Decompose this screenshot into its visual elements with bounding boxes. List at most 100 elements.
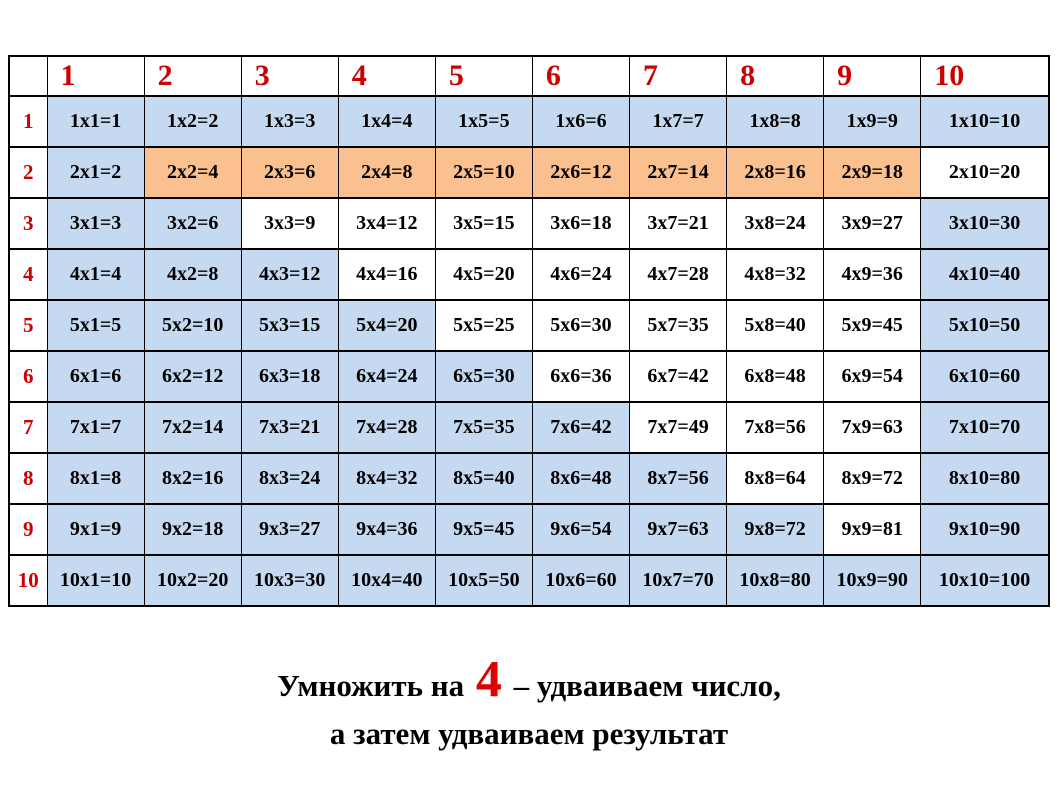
row-header-5: 5 — [8, 299, 48, 352]
cell-1x2: 1x2=2 — [143, 95, 242, 148]
cell-7x6: 7x6=42 — [531, 401, 631, 454]
cell-5x4: 5x4=20 — [337, 299, 436, 352]
cell-10x1: 10x1=10 — [46, 554, 145, 607]
table-row-1: 1 1x1=1 1x2=2 1x3=3 1x4=4 1x5=5 1x6=6 1x7=7 1x8=… — [8, 95, 1050, 148]
table-row-2: 2 2x1=2 2x2=4 2x3=6 2x4=8 2x5=10 2x6=12 2x7=14 2… — [8, 146, 1050, 199]
cell-7x8: 7x8=56 — [726, 401, 825, 454]
table-row-3: 3 3x1=3 3x2=6 3x3=9 3x4=12 3x5=15 3x6=18 3x7=21… — [8, 197, 1050, 250]
cell-1x3: 1x3=3 — [240, 95, 339, 148]
cell-9x4: 9x4=36 — [337, 503, 436, 556]
row-header-2: 2 — [8, 146, 48, 199]
caption-line-1: Умножить на 4 – удваиваем число, — [0, 653, 1058, 713]
cell-9x8: 9x8=72 — [726, 503, 825, 556]
cell-2x10: 2x10=20 — [920, 146, 1050, 199]
cell-4x1: 4x1=4 — [46, 248, 145, 301]
column-header-3: 3 — [240, 55, 339, 97]
cell-3x6: 3x6=18 — [531, 197, 631, 250]
cell-4x4: 4x4=16 — [337, 248, 436, 301]
cell-5x6: 5x6=30 — [531, 299, 631, 352]
cell-4x2: 4x2=8 — [143, 248, 242, 301]
cell-5x9: 5x9=45 — [823, 299, 922, 352]
cell-3x2: 3x2=6 — [143, 197, 242, 250]
table-header-row: 1 2 3 4 5 6 7 8 9 10 — [8, 55, 1050, 97]
cell-1x6: 1x6=6 — [531, 95, 631, 148]
cell-2x1: 2x1=2 — [46, 146, 145, 199]
cell-6x7: 6x7=42 — [628, 350, 728, 403]
cell-10x3: 10x3=30 — [240, 554, 339, 607]
row-header-9: 9 — [8, 503, 48, 556]
column-header-4: 4 — [337, 55, 436, 97]
cell-1x4: 1x4=4 — [337, 95, 436, 148]
cell-2x2: 2x2=4 — [143, 146, 242, 199]
cell-8x10: 8x10=80 — [920, 452, 1050, 505]
cell-1x10: 1x10=10 — [920, 95, 1050, 148]
cell-6x3: 6x3=18 — [240, 350, 339, 403]
cell-4x9: 4x9=36 — [823, 248, 922, 301]
table-row-7: 7 7x1=7 7x2=14 7x3=21 7x4=28 7x5=35 7x6=42 7x7=… — [8, 401, 1050, 454]
multiplication-table-wrap: 1 2 3 4 5 6 7 8 9 10 1 1x1=1 1x2=2 1x3=3 1x4=4 1x5=5 1x… — [8, 55, 1050, 607]
cell-3x3: 3x3=9 — [240, 197, 339, 250]
cell-8x8: 8x8=64 — [726, 452, 825, 505]
row-header-6: 6 — [8, 350, 48, 403]
cell-8x4: 8x4=32 — [337, 452, 436, 505]
row-header-8: 8 — [8, 452, 48, 505]
row-header-3: 3 — [8, 197, 48, 250]
cell-2x4: 2x4=8 — [337, 146, 436, 199]
row-header-7: 7 — [8, 401, 48, 454]
table-row-8: 8 8x1=8 8x2=16 8x3=24 8x4=32 8x5=40 8x6=48 8x7=… — [8, 452, 1050, 505]
caption-suffix: – удваиваем число, — [505, 668, 781, 703]
column-header-10: 10 — [920, 55, 1050, 97]
cell-10x5: 10x5=50 — [434, 554, 533, 607]
cell-3x5: 3x5=15 — [434, 197, 533, 250]
cell-6x1: 6x1=6 — [46, 350, 145, 403]
cell-3x8: 3x8=24 — [726, 197, 825, 250]
cell-4x3: 4x3=12 — [240, 248, 339, 301]
cell-10x7: 10x7=70 — [628, 554, 728, 607]
cell-6x6: 6x6=36 — [531, 350, 631, 403]
cell-3x1: 3x1=3 — [46, 197, 145, 250]
cell-2x5: 2x5=10 — [434, 146, 533, 199]
cell-4x8: 4x8=32 — [726, 248, 825, 301]
cell-2x6: 2x6=12 — [531, 146, 631, 199]
cell-7x10: 7x10=70 — [920, 401, 1050, 454]
table-body: 1 1x1=1 1x2=2 1x3=3 1x4=4 1x5=5 1x6=6 1x7=7 1x8=… — [8, 95, 1050, 607]
cell-7x5: 7x5=35 — [434, 401, 533, 454]
corner-cell — [8, 55, 48, 97]
cell-10x4: 10x4=40 — [337, 554, 436, 607]
cell-6x2: 6x2=12 — [143, 350, 242, 403]
multiplication-table: 1 2 3 4 5 6 7 8 9 10 1 1x1=1 1x2=2 1x3=3 1x4=4 1x5=5 1x… — [8, 55, 1050, 607]
cell-3x9: 3x9=27 — [823, 197, 922, 250]
column-header-2: 2 — [143, 55, 242, 97]
cell-7x1: 7x1=7 — [46, 401, 145, 454]
cell-1x5: 1x5=5 — [434, 95, 533, 148]
cell-5x8: 5x8=40 — [726, 299, 825, 352]
cell-1x1: 1x1=1 — [46, 95, 145, 148]
cell-2x9: 2x9=18 — [823, 146, 922, 199]
column-header-8: 8 — [726, 55, 825, 97]
cell-10x6: 10x6=60 — [531, 554, 631, 607]
table-row-9: 9 9x1=9 9x2=18 9x3=27 9x4=36 9x5=45 9x6=54 9x7=… — [8, 503, 1050, 556]
cell-4x5: 4x5=20 — [434, 248, 533, 301]
column-header-9: 9 — [823, 55, 922, 97]
cell-3x10: 3x10=30 — [920, 197, 1050, 250]
cell-9x3: 9x3=27 — [240, 503, 339, 556]
cell-1x8: 1x8=8 — [726, 95, 825, 148]
cell-10x2: 10x2=20 — [143, 554, 242, 607]
cell-8x9: 8x9=72 — [823, 452, 922, 505]
cell-7x4: 7x4=28 — [337, 401, 436, 454]
cell-6x8: 6x8=48 — [726, 350, 825, 403]
cell-8x5: 8x5=40 — [434, 452, 533, 505]
caption-prefix: Умножить на — [277, 668, 472, 703]
cell-8x2: 8x2=16 — [143, 452, 242, 505]
cell-9x9: 9x9=81 — [823, 503, 922, 556]
cell-2x8: 2x8=16 — [726, 146, 825, 199]
cell-10x10: 10x10=100 — [920, 554, 1050, 607]
cell-3x4: 3x4=12 — [337, 197, 436, 250]
cell-5x2: 5x2=10 — [143, 299, 242, 352]
cell-8x7: 8x7=56 — [628, 452, 728, 505]
cell-6x10: 6x10=60 — [920, 350, 1050, 403]
cell-6x9: 6x9=54 — [823, 350, 922, 403]
cell-6x4: 6x4=24 — [337, 350, 436, 403]
cell-4x7: 4x7=28 — [628, 248, 728, 301]
cell-9x2: 9x2=18 — [143, 503, 242, 556]
